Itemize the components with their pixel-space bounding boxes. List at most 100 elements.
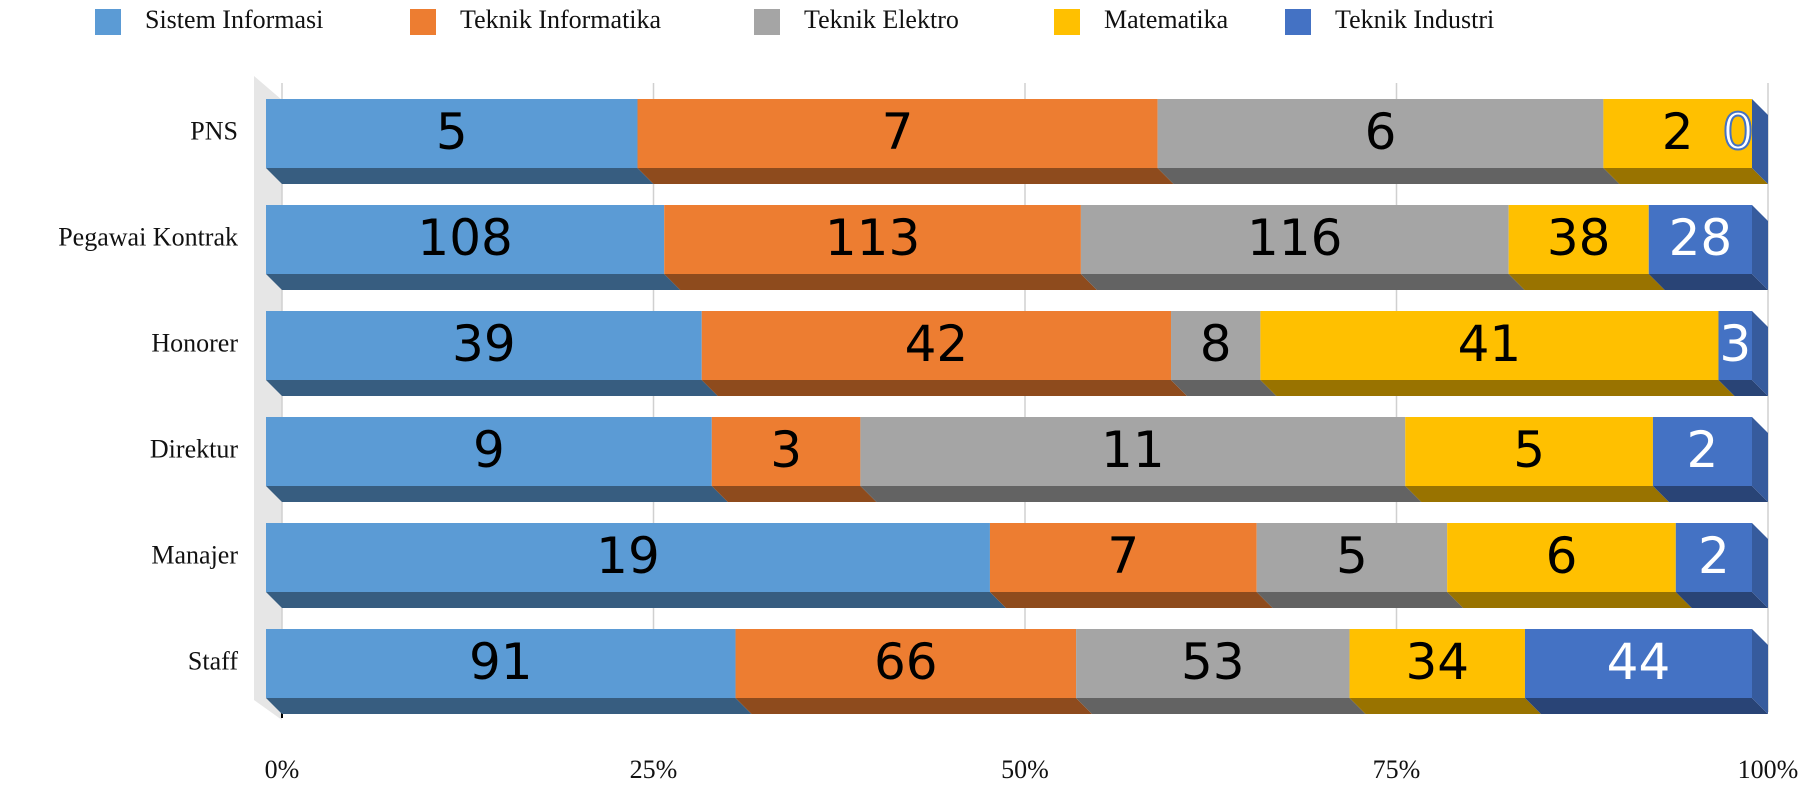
bar-bottom <box>1652 486 1768 502</box>
legend-label: Matematika <box>1104 5 1229 34</box>
bar <box>1405 417 1653 486</box>
bar-bottom <box>266 274 681 290</box>
bar-end <box>1752 99 1768 184</box>
bar-end <box>1752 311 1768 396</box>
legend-label: Sistem Informasi <box>145 5 323 34</box>
value-label: 108 <box>417 209 512 267</box>
value-label: 42 <box>905 315 969 373</box>
legend-swatch <box>1054 9 1080 35</box>
bar <box>735 629 1077 698</box>
bar-bottom <box>1718 380 1768 396</box>
x-tick-label: 75% <box>1373 755 1421 784</box>
bar <box>1524 629 1752 698</box>
bar-bottom <box>637 168 1174 184</box>
value-label: 6 <box>1365 103 1397 161</box>
bar-bottom <box>1524 698 1768 714</box>
bar <box>1447 523 1676 592</box>
value-label: 39 <box>452 315 516 373</box>
value-label: 9 <box>473 421 505 479</box>
bar-bottom <box>1157 168 1620 184</box>
bar-bottom <box>1256 592 1464 608</box>
bar-bottom <box>266 486 728 502</box>
x-tick-label: 0% <box>265 755 300 784</box>
bar-bottom <box>989 592 1273 608</box>
value-label: 34 <box>1405 633 1469 691</box>
bar <box>266 523 990 592</box>
bar <box>1718 311 1752 380</box>
y-tick-label: Pegawai Kontrak <box>58 222 238 251</box>
bar-end <box>1752 205 1768 290</box>
bar-end <box>1752 417 1768 502</box>
bar <box>1157 99 1604 168</box>
bar <box>989 523 1257 592</box>
bar-bottom <box>1648 274 1768 290</box>
bar <box>266 311 702 380</box>
value-label: 8 <box>1200 315 1232 373</box>
bar-bottom <box>266 698 752 714</box>
bar-bottom <box>266 380 718 396</box>
bar-end <box>1752 629 1768 714</box>
bar <box>1349 629 1525 698</box>
x-tick-label: 25% <box>630 755 678 784</box>
value-label: 7 <box>882 103 914 161</box>
bar <box>1648 205 1752 274</box>
bar-bottom <box>266 592 1006 608</box>
bar-bottom <box>701 380 1188 396</box>
bar <box>1508 205 1649 274</box>
legend-swatch <box>1285 9 1311 35</box>
bar-bottom <box>1349 698 1541 714</box>
bar-bottom <box>711 486 877 502</box>
bar <box>1260 311 1719 380</box>
value-label: 41 <box>1458 315 1522 373</box>
value-label: 116 <box>1247 209 1342 267</box>
legend-swatch <box>95 9 121 35</box>
bar <box>637 99 1158 168</box>
bar-bottom <box>664 274 1097 290</box>
value-label: 3 <box>1719 315 1751 373</box>
value-label: 0 <box>1722 103 1754 161</box>
y-tick-label: PNS <box>190 116 238 145</box>
bar <box>1080 205 1509 274</box>
bar-bottom <box>860 486 1422 502</box>
value-label: 3 <box>770 421 802 479</box>
value-label: 11 <box>1101 421 1165 479</box>
bar-bottom <box>1080 274 1525 290</box>
value-label: 2 <box>1687 421 1719 479</box>
bar <box>266 205 665 274</box>
value-label: 7 <box>1107 527 1139 585</box>
bar-bottom <box>266 168 654 184</box>
value-label: 53 <box>1181 633 1245 691</box>
legend-label: Teknik Informatika <box>460 5 662 34</box>
bar-bottom <box>1171 380 1277 396</box>
bar <box>711 417 861 486</box>
x-tick-label: 50% <box>1001 755 1049 784</box>
bar-bottom <box>1675 592 1768 608</box>
bar <box>1675 523 1752 592</box>
value-label: 5 <box>1513 421 1545 479</box>
bar <box>1603 99 1752 168</box>
y-tick-label: Honorer <box>151 328 238 357</box>
bar-bottom <box>735 698 1093 714</box>
bar-bottom <box>1508 274 1665 290</box>
bar <box>266 99 638 168</box>
bar-bottom <box>1405 486 1669 502</box>
bar <box>1076 629 1350 698</box>
value-label: 5 <box>1336 527 1368 585</box>
value-label: 19 <box>596 527 660 585</box>
legend-swatch <box>754 9 780 35</box>
y-tick-label: Staff <box>188 646 238 675</box>
value-label: 113 <box>825 209 920 267</box>
bar <box>860 417 1406 486</box>
bar-bottom <box>1603 168 1768 184</box>
y-tick-label: Direktur <box>150 434 238 463</box>
bar <box>1256 523 1448 592</box>
value-label: 28 <box>1669 209 1733 267</box>
bar <box>266 629 736 698</box>
value-label: 2 <box>1698 527 1730 585</box>
value-label: 2 <box>1662 103 1694 161</box>
y-tick-label: Manajer <box>151 540 238 569</box>
x-tick-label: 100% <box>1738 755 1799 784</box>
bar <box>266 417 712 486</box>
value-label: 6 <box>1546 527 1578 585</box>
